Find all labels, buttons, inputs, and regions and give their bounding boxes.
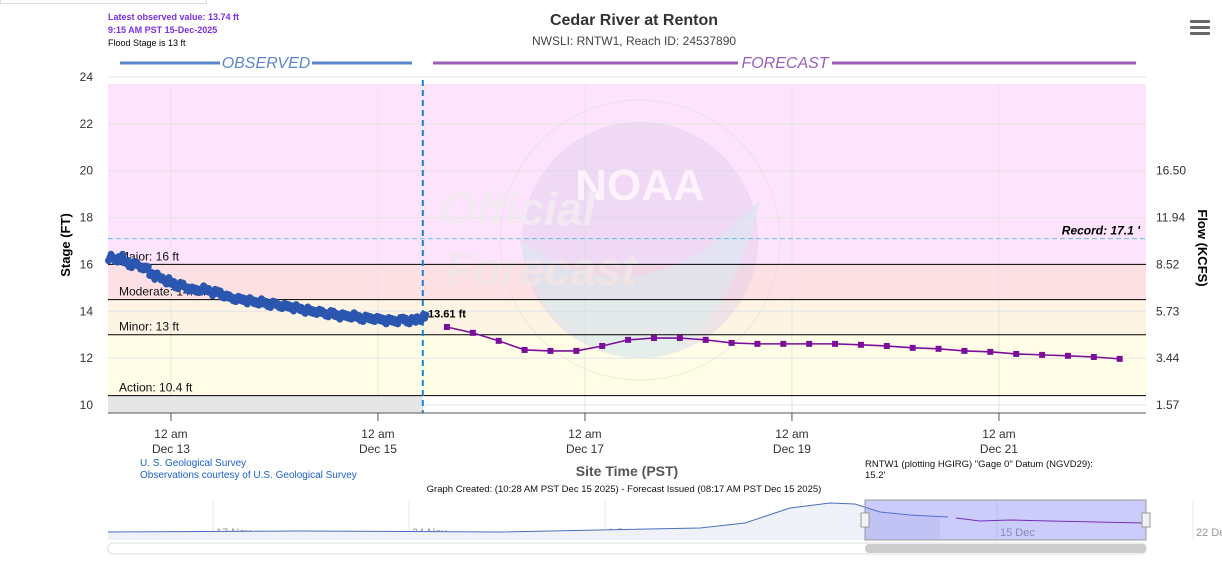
forecast-header: FORECAST [741,55,829,72]
observed-header: OBSERVED [222,55,311,72]
y-tick-label: 22 [80,117,94,131]
y2-tick-label: 3.44 [1156,351,1180,365]
credit-observations-link[interactable]: Observations courtesy of U.S. Geological… [140,470,357,481]
navigator-selection[interactable] [864,499,1147,541]
datum-note: RNTW1 (plotting HGIRG) "Gage 0" Datum (N… [865,459,1093,481]
navigator-observed-line [107,502,949,533]
forecast-point [1039,351,1046,358]
forecast-point [961,347,968,354]
latest-value: Latest observed value: 13.74 ft [108,12,240,22]
navigator-forecast-line [955,517,1147,524]
forecast-point [1090,353,1097,360]
latest-observation: Latest observed value: 13.74 ft 9:15 AM … [108,11,239,50]
threshold-label-minor: Minor: 13 ft [119,320,180,334]
x-tick-label: 12 am [775,427,808,441]
y2-tick-label: 1.57 [1156,398,1180,412]
navigator-area [108,503,940,540]
forecast-point [443,324,450,331]
y2-axis-label: Flow (KCFS) [1195,209,1210,286]
forecast-point [702,336,709,343]
y-tick-label: 20 [80,164,94,178]
forecast-point [754,340,761,347]
graph-created-note: Graph Created: (10:28 AM PST Dec 15 2025… [427,484,822,495]
x-tick-label: 12 am [982,427,1015,441]
x-tick-date: Dec 15 [359,442,397,456]
x-tick-label: 12 am [361,427,394,441]
navigator-handle[interactable] [860,512,870,528]
top-frame [0,0,207,4]
y2-tick-label: 11.94 [1156,211,1185,225]
y-tick-label: 14 [80,304,94,318]
x-tick-date: Dec 17 [566,442,604,456]
navigator-handle[interactable] [1141,512,1151,528]
y-tick-label: 24 [80,70,94,84]
forecast-point [883,342,890,349]
y-tick-label: 16 [80,257,94,271]
forecast-point [1013,350,1020,357]
watermark-forecast: Forecast [445,243,638,295]
forecast-point [495,337,502,344]
x-tick-label: 12 am [154,427,187,441]
forecast-point [650,335,657,342]
forecast-point [547,347,554,354]
major-band [108,84,1146,265]
observed-point [422,311,430,319]
forecast-point [935,345,942,352]
navigator-date-label: 22 Dec [1196,527,1222,539]
scrollbar-thumb[interactable] [865,544,1146,553]
observed-point [119,250,126,258]
forecast-point [780,340,787,347]
y2-tick-label: 8.52 [1156,257,1180,271]
navigator-date-label: 15 Dec [1000,527,1035,539]
forecast-point [728,339,735,346]
y-axis-label: Stage (FT) [58,213,73,277]
forecast-point [1064,352,1071,359]
forecast-point [987,348,994,355]
forecast-point [832,340,839,347]
x-tick-date: Dec 19 [773,442,811,456]
below-action-band [108,395,423,413]
x-tick-date: Dec 21 [980,442,1018,456]
noaa-logo-text: NOAA [575,161,705,210]
forecast-point [599,342,606,349]
forecast-point [625,336,632,343]
forecast-first-label: 13.61 ft [428,308,466,320]
forecast-point [573,347,580,354]
forecast-point [909,344,916,351]
y-tick-label: 18 [80,211,94,225]
x-tick-label: 12 am [568,427,601,441]
latest-time: 9:15 AM PST 15-Dec-2025 [108,25,218,35]
threshold-label-action: Action: 10.4 ft [119,381,193,395]
x-axis-label: Site Time (PST) [576,463,678,479]
y-tick-label: 12 [80,351,94,365]
forecast-point [469,329,476,336]
flood-stage: Flood Stage is 13 ft [108,38,186,48]
x-tick-date: Dec 13 [152,442,190,456]
y2-tick-label: 16.50 [1156,164,1186,178]
record-label: Record: 17.1 ' [1062,224,1141,238]
y2-tick-label: 5.73 [1156,304,1180,318]
forecast-point [806,340,813,347]
watermark-official: Official [440,183,596,235]
forecast-point [1116,355,1123,362]
credit-usgs-link[interactable]: U. S. Geological Survey [140,458,246,469]
forecast-point [521,346,528,353]
noaa-watermark: NOAA Official Forecast [440,99,781,381]
y-tick-label: 10 [80,398,94,412]
chart-subtitle: NWSLI: RNTW1, Reach ID: 24537890 [532,34,736,48]
chart-title: Cedar River at Renton [550,12,718,29]
observed-point [144,263,152,271]
forecast-point [676,335,683,342]
forecast-point [857,341,864,348]
hamburger-menu-icon[interactable] [1190,20,1210,38]
